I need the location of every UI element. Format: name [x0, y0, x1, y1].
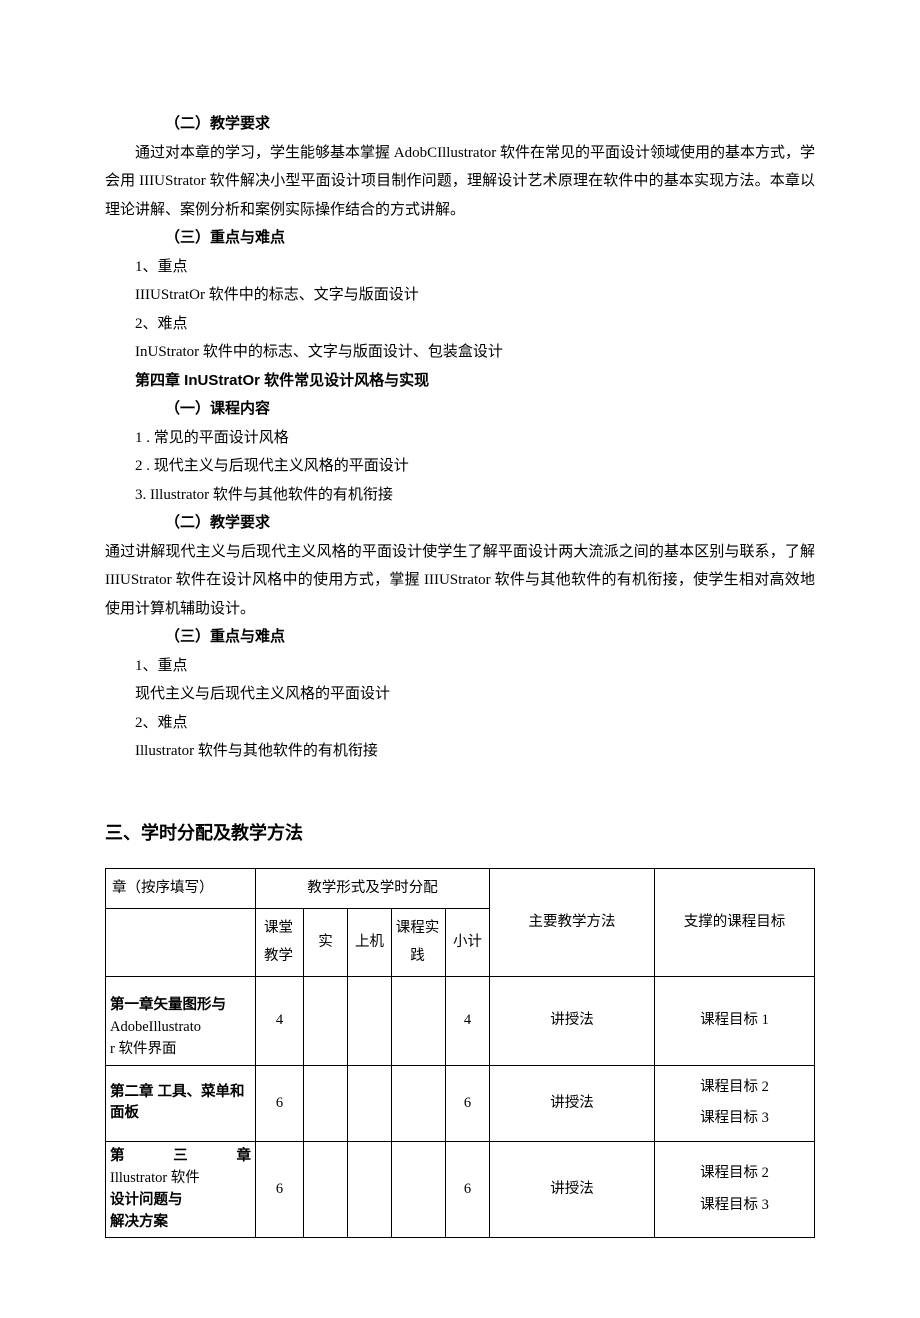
table-header-row-1: 章（按序填写） 教学形式及学时分配 主要教学方法 支撑的课程目标: [106, 868, 815, 909]
hours-table: 章（按序填写） 教学形式及学时分配 主要教学方法 支撑的课程目标 课堂教学 实 …: [105, 868, 815, 1239]
cell-shangji-1: [348, 977, 392, 1065]
th-method: 主要教学方法: [490, 868, 655, 977]
cell-xiaoji-3: 6: [446, 1142, 490, 1238]
th-chapter: 章（按序填写）: [106, 868, 256, 909]
line-content-1: 1 . 常见的平面设计风格: [105, 424, 815, 453]
para-teaching-req-1: 通过对本章的学习，学生能够基本掌握 AdobCIllustrator 软件在常见…: [105, 139, 815, 225]
th-form-group: 教学形式及学时分配: [256, 868, 490, 909]
heading-keypoints-2: （三）重点与难点: [105, 623, 815, 652]
cell-ketang-2: 6: [256, 1065, 304, 1142]
cell-method-3: 讲授法: [490, 1142, 655, 1238]
table-row: 第一章矢量图形与 AdobeIllustrato r 软件界面 4 4 讲授法 …: [106, 977, 815, 1065]
cell-ketang-1: 4: [256, 977, 304, 1065]
table-row: 第二章 工具、菜单和 面板 6 6 讲授法 课程目标 2 课程目标 3: [106, 1065, 815, 1142]
cell-method-2: 讲授法: [490, 1065, 655, 1142]
heading-chapter-4: 第四章 InUStratOr 软件常见设计风格与实现: [105, 367, 815, 396]
line-content-3: 3. Illustrator 软件与其他软件的有机衔接: [105, 481, 815, 510]
line-keypoint-2a: 1、重点: [105, 652, 815, 681]
heading-keypoints-1: （三）重点与难点: [105, 224, 815, 253]
line-keypoint-1a: 1、重点: [105, 253, 815, 282]
line-difficulty-2b: Illustrator 软件与其他软件的有机衔接: [105, 737, 815, 766]
cell-target-1: 课程目标 1: [655, 977, 815, 1065]
cell-kecheng-3: [392, 1142, 446, 1238]
line-difficulty-2a: 2、难点: [105, 709, 815, 738]
cell-xiaoji-2: 6: [446, 1065, 490, 1142]
cell-ketang-3: 6: [256, 1142, 304, 1238]
line-keypoint-2b: 现代主义与后现代主义风格的平面设计: [105, 680, 815, 709]
heading-teaching-req-2: （二）教学要求: [105, 509, 815, 538]
th-ketang: 课堂教学: [256, 909, 304, 977]
cell-target-2: 课程目标 2 课程目标 3: [655, 1065, 815, 1142]
section-title-hours: 三、学时分配及教学方法: [105, 816, 815, 850]
line-keypoint-1b: IIIUStratOr 软件中的标志、文字与版面设计: [105, 281, 815, 310]
line-difficulty-1b: InUStrator 软件中的标志、文字与版面设计、包装盒设计: [105, 338, 815, 367]
line-difficulty-1a: 2、难点: [105, 310, 815, 339]
th-shi: 实: [304, 909, 348, 977]
cell-shangji-3: [348, 1142, 392, 1238]
th-xiaoji: 小计: [446, 909, 490, 977]
cell-shi-3: [304, 1142, 348, 1238]
cell-kecheng-2: [392, 1065, 446, 1142]
cell-shi-1: [304, 977, 348, 1065]
table-row: 第 三 章 Illustrator 软件 设计问题与 解决方案 6 6 讲授法 …: [106, 1142, 815, 1238]
cell-xiaoji-1: 4: [446, 977, 490, 1065]
th-target: 支撑的课程目标: [655, 868, 815, 977]
cell-target-3: 课程目标 2 课程目标 3: [655, 1142, 815, 1238]
cell-method-1: 讲授法: [490, 977, 655, 1065]
para-teaching-req-2: 通过讲解现代主义与后现代主义风格的平面设计使学生了解平面设计两大流派之间的基本区…: [105, 538, 815, 624]
cell-chapter-1: 第一章矢量图形与 AdobeIllustrato r 软件界面: [106, 977, 256, 1065]
heading-course-content: （一）课程内容: [105, 395, 815, 424]
th-kecheng: 课程实践: [392, 909, 446, 977]
cell-chapter-3: 第 三 章 Illustrator 软件 设计问题与 解决方案: [106, 1142, 256, 1238]
cell-kecheng-1: [392, 977, 446, 1065]
cell-shi-2: [304, 1065, 348, 1142]
th-shangji: 上机: [348, 909, 392, 977]
heading-teaching-req-1: （二）教学要求: [105, 110, 815, 139]
cell-chapter-2: 第二章 工具、菜单和 面板: [106, 1065, 256, 1142]
cell-shangji-2: [348, 1065, 392, 1142]
line-content-2: 2 . 现代主义与后现代主义风格的平面设计: [105, 452, 815, 481]
